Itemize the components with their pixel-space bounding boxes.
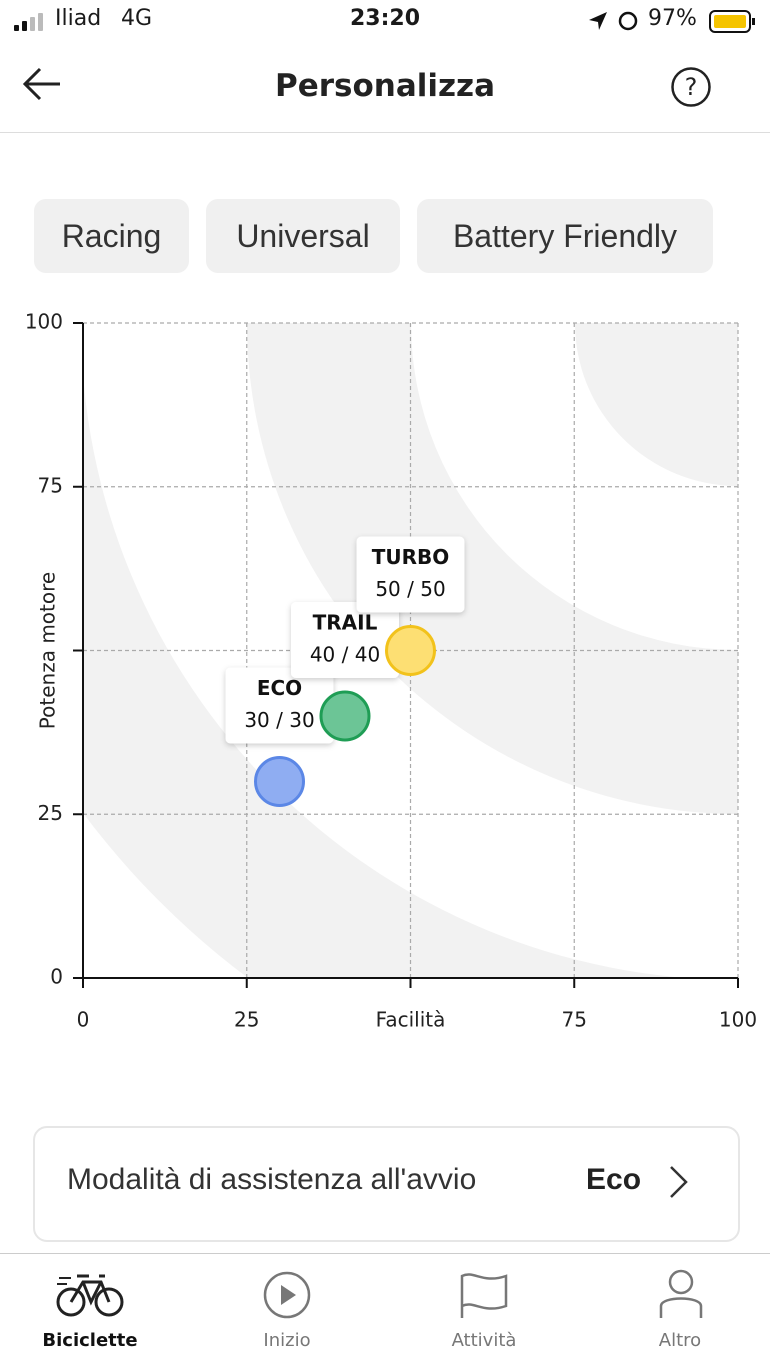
label-box xyxy=(225,667,334,744)
x-tick-label: 100 xyxy=(719,1008,757,1032)
y-tick-label: 75 xyxy=(38,473,63,497)
x-tick-label: 75 xyxy=(562,1008,587,1032)
help-button[interactable]: ? xyxy=(670,66,712,108)
preset-button[interactable]: Battery Friendly xyxy=(417,199,713,273)
battery-level: 97% xyxy=(648,6,697,31)
setting-label: Modalità di assistenza all'avvio xyxy=(67,1163,477,1196)
activity-icon[interactable] xyxy=(458,1270,510,1322)
svg-text:?: ? xyxy=(685,73,698,101)
carrier: Iliad xyxy=(55,6,102,31)
value-label: 30 / 30 xyxy=(244,708,314,732)
start-icon[interactable] xyxy=(262,1270,312,1320)
point-label: TRAIL 40 / 40 xyxy=(291,602,399,678)
label-box xyxy=(291,602,399,678)
tab-label[interactable]: Altro xyxy=(658,1330,702,1351)
y-tick-label: 25 xyxy=(38,801,63,825)
header-divider xyxy=(0,132,770,133)
point-label: ECO 30 / 30 xyxy=(225,667,334,744)
background-bands xyxy=(83,323,738,978)
mode-name: TRAIL xyxy=(313,611,378,635)
tab-label[interactable]: Attività xyxy=(451,1330,517,1351)
y-axis-label: Potenza motore xyxy=(36,572,60,729)
value-label: 40 / 40 xyxy=(310,643,380,667)
point-label: TURBO 50 / 50 xyxy=(356,536,465,613)
preset-button[interactable]: Universal xyxy=(206,199,400,273)
x-tick-label: Facilità xyxy=(376,1008,446,1032)
point xyxy=(254,756,305,807)
y-tick-label: 100 xyxy=(25,310,63,334)
x-tick-label: 0 xyxy=(77,1008,90,1032)
x-tick-label: 25 xyxy=(234,1008,259,1032)
mode-name: TURBO xyxy=(372,545,450,569)
page-title: Personalizza xyxy=(274,68,496,104)
setting-value: Eco xyxy=(586,1163,642,1196)
time: 23:20 xyxy=(349,6,421,31)
label-box xyxy=(356,536,465,613)
startup-mode-row[interactable] xyxy=(33,1126,740,1242)
preset-button[interactable]: Racing xyxy=(34,199,189,273)
tab-label[interactable]: Inizio xyxy=(263,1330,311,1351)
network: 4G xyxy=(121,6,153,31)
value-label: 50 / 50 xyxy=(375,577,445,601)
chevron-icon xyxy=(670,1166,688,1198)
chart: 0 25 Facilità 75 100 0 25 Potenza motore 75 100 EC… xyxy=(25,310,757,1032)
profile-icon[interactable] xyxy=(656,1268,706,1322)
tab-label[interactable]: Biciclette xyxy=(42,1330,138,1351)
tabbar-divider xyxy=(0,1253,770,1254)
bike-icon[interactable] xyxy=(55,1270,127,1320)
back-button[interactable] xyxy=(22,66,64,102)
y-tick-label: 0 xyxy=(50,965,63,989)
signal-icon xyxy=(14,13,43,31)
point xyxy=(319,690,371,742)
status-icons xyxy=(589,10,755,33)
point xyxy=(385,625,436,676)
mode-name: ECO xyxy=(257,676,302,700)
